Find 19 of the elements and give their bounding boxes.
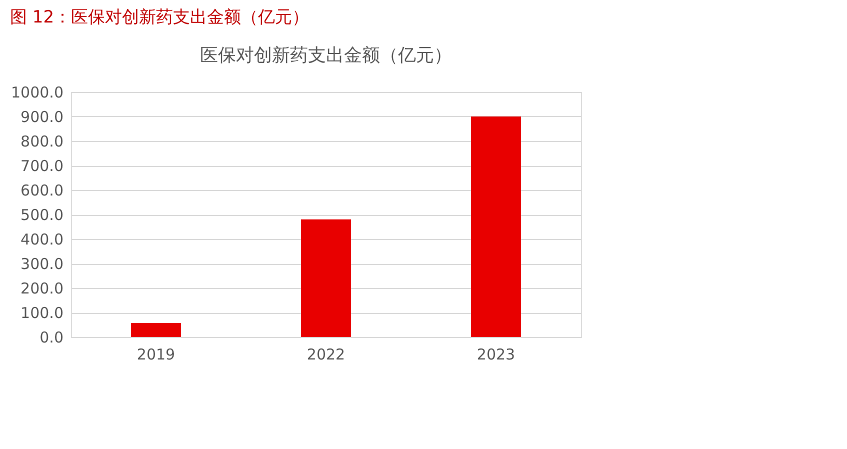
y-tick-label: 1000.0: [11, 84, 64, 102]
x-tick-label: 2023: [476, 346, 516, 364]
y-tick-label: 400.0: [20, 230, 64, 248]
y-tick-label: 600.0: [20, 182, 64, 200]
y-tick-label: 100.0: [20, 304, 64, 322]
x-tick-label: 2022: [306, 346, 346, 364]
bar: [301, 219, 351, 337]
chart-title: 图 12：医保对创新药支出金额（亿元）: [10, 8, 310, 28]
y-tick-label: 700.0: [20, 157, 64, 175]
y-tick-label: 200.0: [20, 280, 64, 298]
x-tick-label: 2019: [136, 346, 176, 364]
bar: [471, 116, 521, 337]
y-tick-label: 0.0: [40, 328, 64, 346]
y-tick-label: 900.0: [20, 108, 64, 126]
y-tick-label: 800.0: [20, 132, 64, 150]
chart-subtitle: 医保对创新药支出金额（亿元）: [200, 45, 452, 66]
y-tick-label: 500.0: [20, 206, 64, 224]
bar: [131, 323, 181, 337]
y-tick-label: 300.0: [20, 255, 64, 273]
